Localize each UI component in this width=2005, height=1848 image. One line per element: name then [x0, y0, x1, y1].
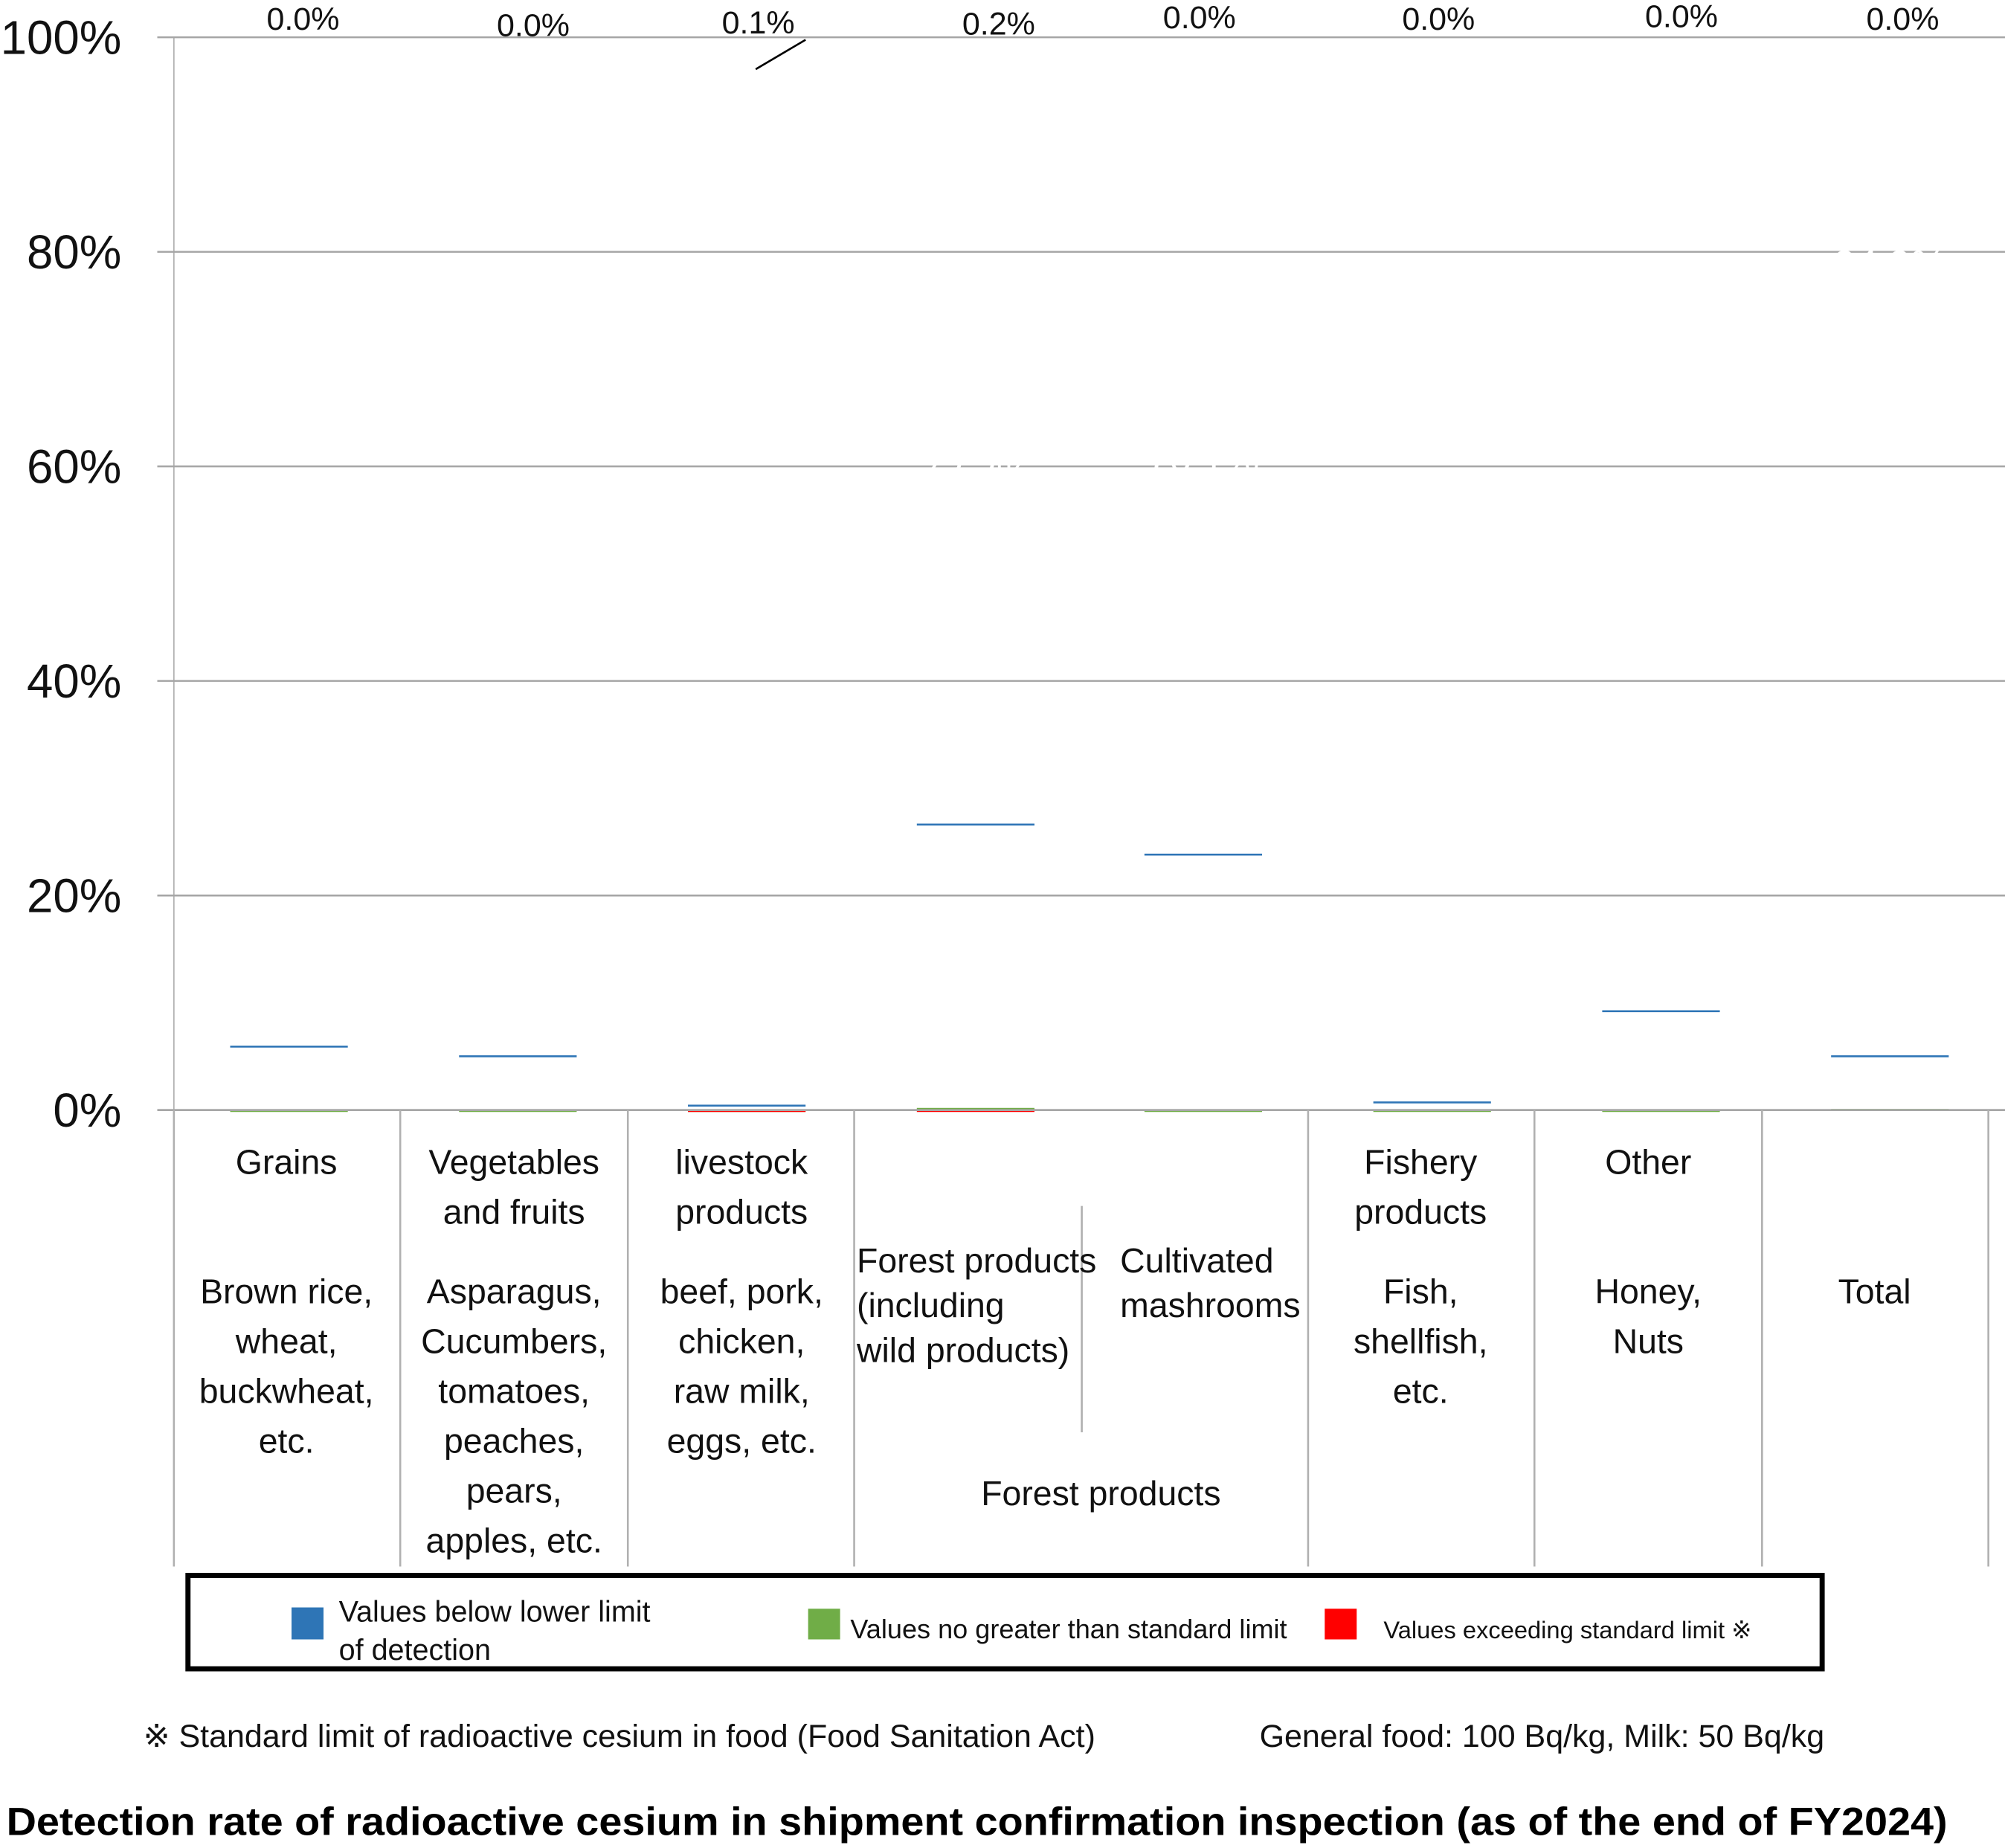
- footnote-limits-values: General food: 100 Bq/kg, Milk: 50 Bq/kg: [1260, 1719, 1825, 1754]
- category-title-line: Forest products: [857, 1241, 1096, 1280]
- y-tick-label: 100%: [1, 11, 122, 64]
- legend-box: [185, 1573, 1825, 1672]
- label-below-detection: 90.7%: [1605, 294, 1717, 338]
- label-within-limit: 26.5%: [919, 161, 1032, 205]
- category-title-line: (including: [857, 1286, 1005, 1324]
- data-labels: 94.0%6.0%0.0%94.9%5.1%0.0%99.5%0.5%0.1%7…: [233, 0, 1946, 494]
- bars: [230, 823, 1949, 1113]
- legend-swatch-within: [808, 1609, 840, 1640]
- category-example-line: apples, etc.: [426, 1522, 602, 1560]
- label-exceeding-limit: 0.0%: [1402, 1, 1475, 37]
- label-exceeding-limit: 0.0%: [497, 7, 570, 43]
- label-within-limit: 5.0%: [1845, 45, 1935, 88]
- category-example-line: Brown rice,: [200, 1272, 373, 1310]
- category-example-line: Fish,: [1383, 1272, 1458, 1310]
- category-example-line: pears,: [466, 1472, 562, 1510]
- category-group-label: Forest products: [981, 1474, 1220, 1513]
- footnote-standard-limit: ※ Standard limit of radioactive cesium i…: [144, 1719, 1095, 1754]
- category-example-line: Cucumbers,: [421, 1321, 607, 1360]
- label-below-detection: 99.5%: [691, 208, 803, 252]
- category-title-line: Fishery: [1364, 1143, 1478, 1182]
- y-tick-label: 0%: [53, 1084, 121, 1137]
- label-below-detection: 76.1%: [1147, 437, 1259, 481]
- legend-label-exceeding: Values exceeding standard limit ※: [1383, 1616, 1751, 1643]
- legend-swatch-below: [292, 1607, 324, 1640]
- leader-line: [755, 39, 806, 71]
- bar-blue-segment: [230, 1046, 348, 1048]
- category-example-line: shellfish,: [1354, 1321, 1488, 1360]
- label-within-limit: 6.0%: [244, 59, 334, 103]
- category-title-line: livestock: [675, 1143, 808, 1182]
- category-example-line: beef, pork,: [660, 1272, 823, 1310]
- label-within-limit: 5.1%: [473, 45, 563, 88]
- label-exceeding-limit: 0.0%: [267, 1, 340, 37]
- category-example-line: eggs, etc.: [667, 1421, 817, 1460]
- category-example-line: buckwheat,: [199, 1371, 374, 1410]
- category-example-line: Total: [1838, 1272, 1911, 1310]
- category-title-line: mashrooms: [1120, 1286, 1300, 1324]
- label-below-detection: 94.0%: [233, 167, 345, 211]
- label-below-detection: 73.3%: [919, 450, 1032, 494]
- label-within-limit: 9.3%: [1616, 68, 1706, 112]
- label-below-detection: 99.2%: [1376, 315, 1488, 358]
- label-within-limit: 0.5%: [701, 86, 791, 129]
- category-example-line: raw milk,: [674, 1371, 810, 1410]
- category-title-line: products: [1354, 1193, 1487, 1232]
- bar-blue-segment: [916, 823, 1034, 826]
- bar-blue-segment: [459, 1055, 577, 1057]
- y-axis-ticks: 0% 20% 40% 60% 80% 100%: [1, 11, 122, 1137]
- y-tick-label: 20%: [27, 870, 121, 923]
- category-example-line: peaches,: [444, 1421, 584, 1460]
- category-title-line: Other: [1605, 1143, 1691, 1182]
- category-title-line: Vegetables: [428, 1143, 599, 1182]
- category-example-line: tomatoes,: [438, 1371, 590, 1410]
- category-title-line: wild products): [856, 1330, 1069, 1369]
- label-exceeding-limit: 0.0%: [1645, 0, 1718, 34]
- label-below-detection: 94.9%: [1834, 242, 1946, 286]
- label-within-limit: 0.8%: [1387, 33, 1477, 77]
- y-tick-label: 80%: [27, 226, 121, 279]
- legend-label-within: Values no greater than standard limit: [850, 1614, 1287, 1644]
- bar-blue-segment: [1602, 1010, 1720, 1013]
- category-example-line: etc.: [259, 1421, 315, 1460]
- label-exceeding-limit: 0.0%: [1163, 0, 1236, 36]
- y-tick-label: 40%: [27, 655, 121, 708]
- bar-blue-segment: [1373, 1101, 1491, 1104]
- category-title-line: and fruits: [443, 1193, 585, 1232]
- label-exceeding-limit: 0.2%: [962, 7, 1035, 42]
- bar-blue-segment: [1144, 853, 1263, 856]
- category-title-line: Grains: [236, 1143, 338, 1182]
- category-example-line: chicken,: [678, 1321, 805, 1360]
- legend-swatch-exceeding: [1325, 1609, 1357, 1640]
- label-within-limit: 23.9%: [1147, 146, 1259, 190]
- label-exceeding-limit: 0.1%: [722, 5, 795, 41]
- label-below-detection: 94.9%: [462, 210, 574, 254]
- category-example-line: wheat,: [235, 1321, 338, 1360]
- y-tick-label: 60%: [27, 440, 121, 493]
- label-exceeding-limit: 0.0%: [1866, 1, 1939, 37]
- legend: Values below lower limit of detection Va…: [185, 1573, 1825, 1672]
- category-example-line: Honey,: [1594, 1272, 1702, 1310]
- category-example-line: Asparagus,: [427, 1272, 602, 1310]
- category-title-line: products: [675, 1193, 808, 1232]
- category-axis: Grains Brown rice, wheat, buckwheat, etc. Veg…: [157, 1109, 2005, 1567]
- category-example-line: etc.: [1393, 1371, 1449, 1410]
- bar-blue-segment: [1831, 1055, 1949, 1057]
- legend-label-below-2: of detection: [339, 1634, 491, 1667]
- chart-title: Detection rate of radioactive cesium in …: [7, 1800, 1948, 1844]
- legend-label-below-1: Values below lower limit: [339, 1595, 651, 1628]
- bar-blue-segment: [688, 1104, 806, 1107]
- category-example-line: Nuts: [1613, 1321, 1684, 1360]
- category-title-line: Cultivated: [1120, 1241, 1273, 1280]
- bar-green-segment: [916, 1107, 1034, 1110]
